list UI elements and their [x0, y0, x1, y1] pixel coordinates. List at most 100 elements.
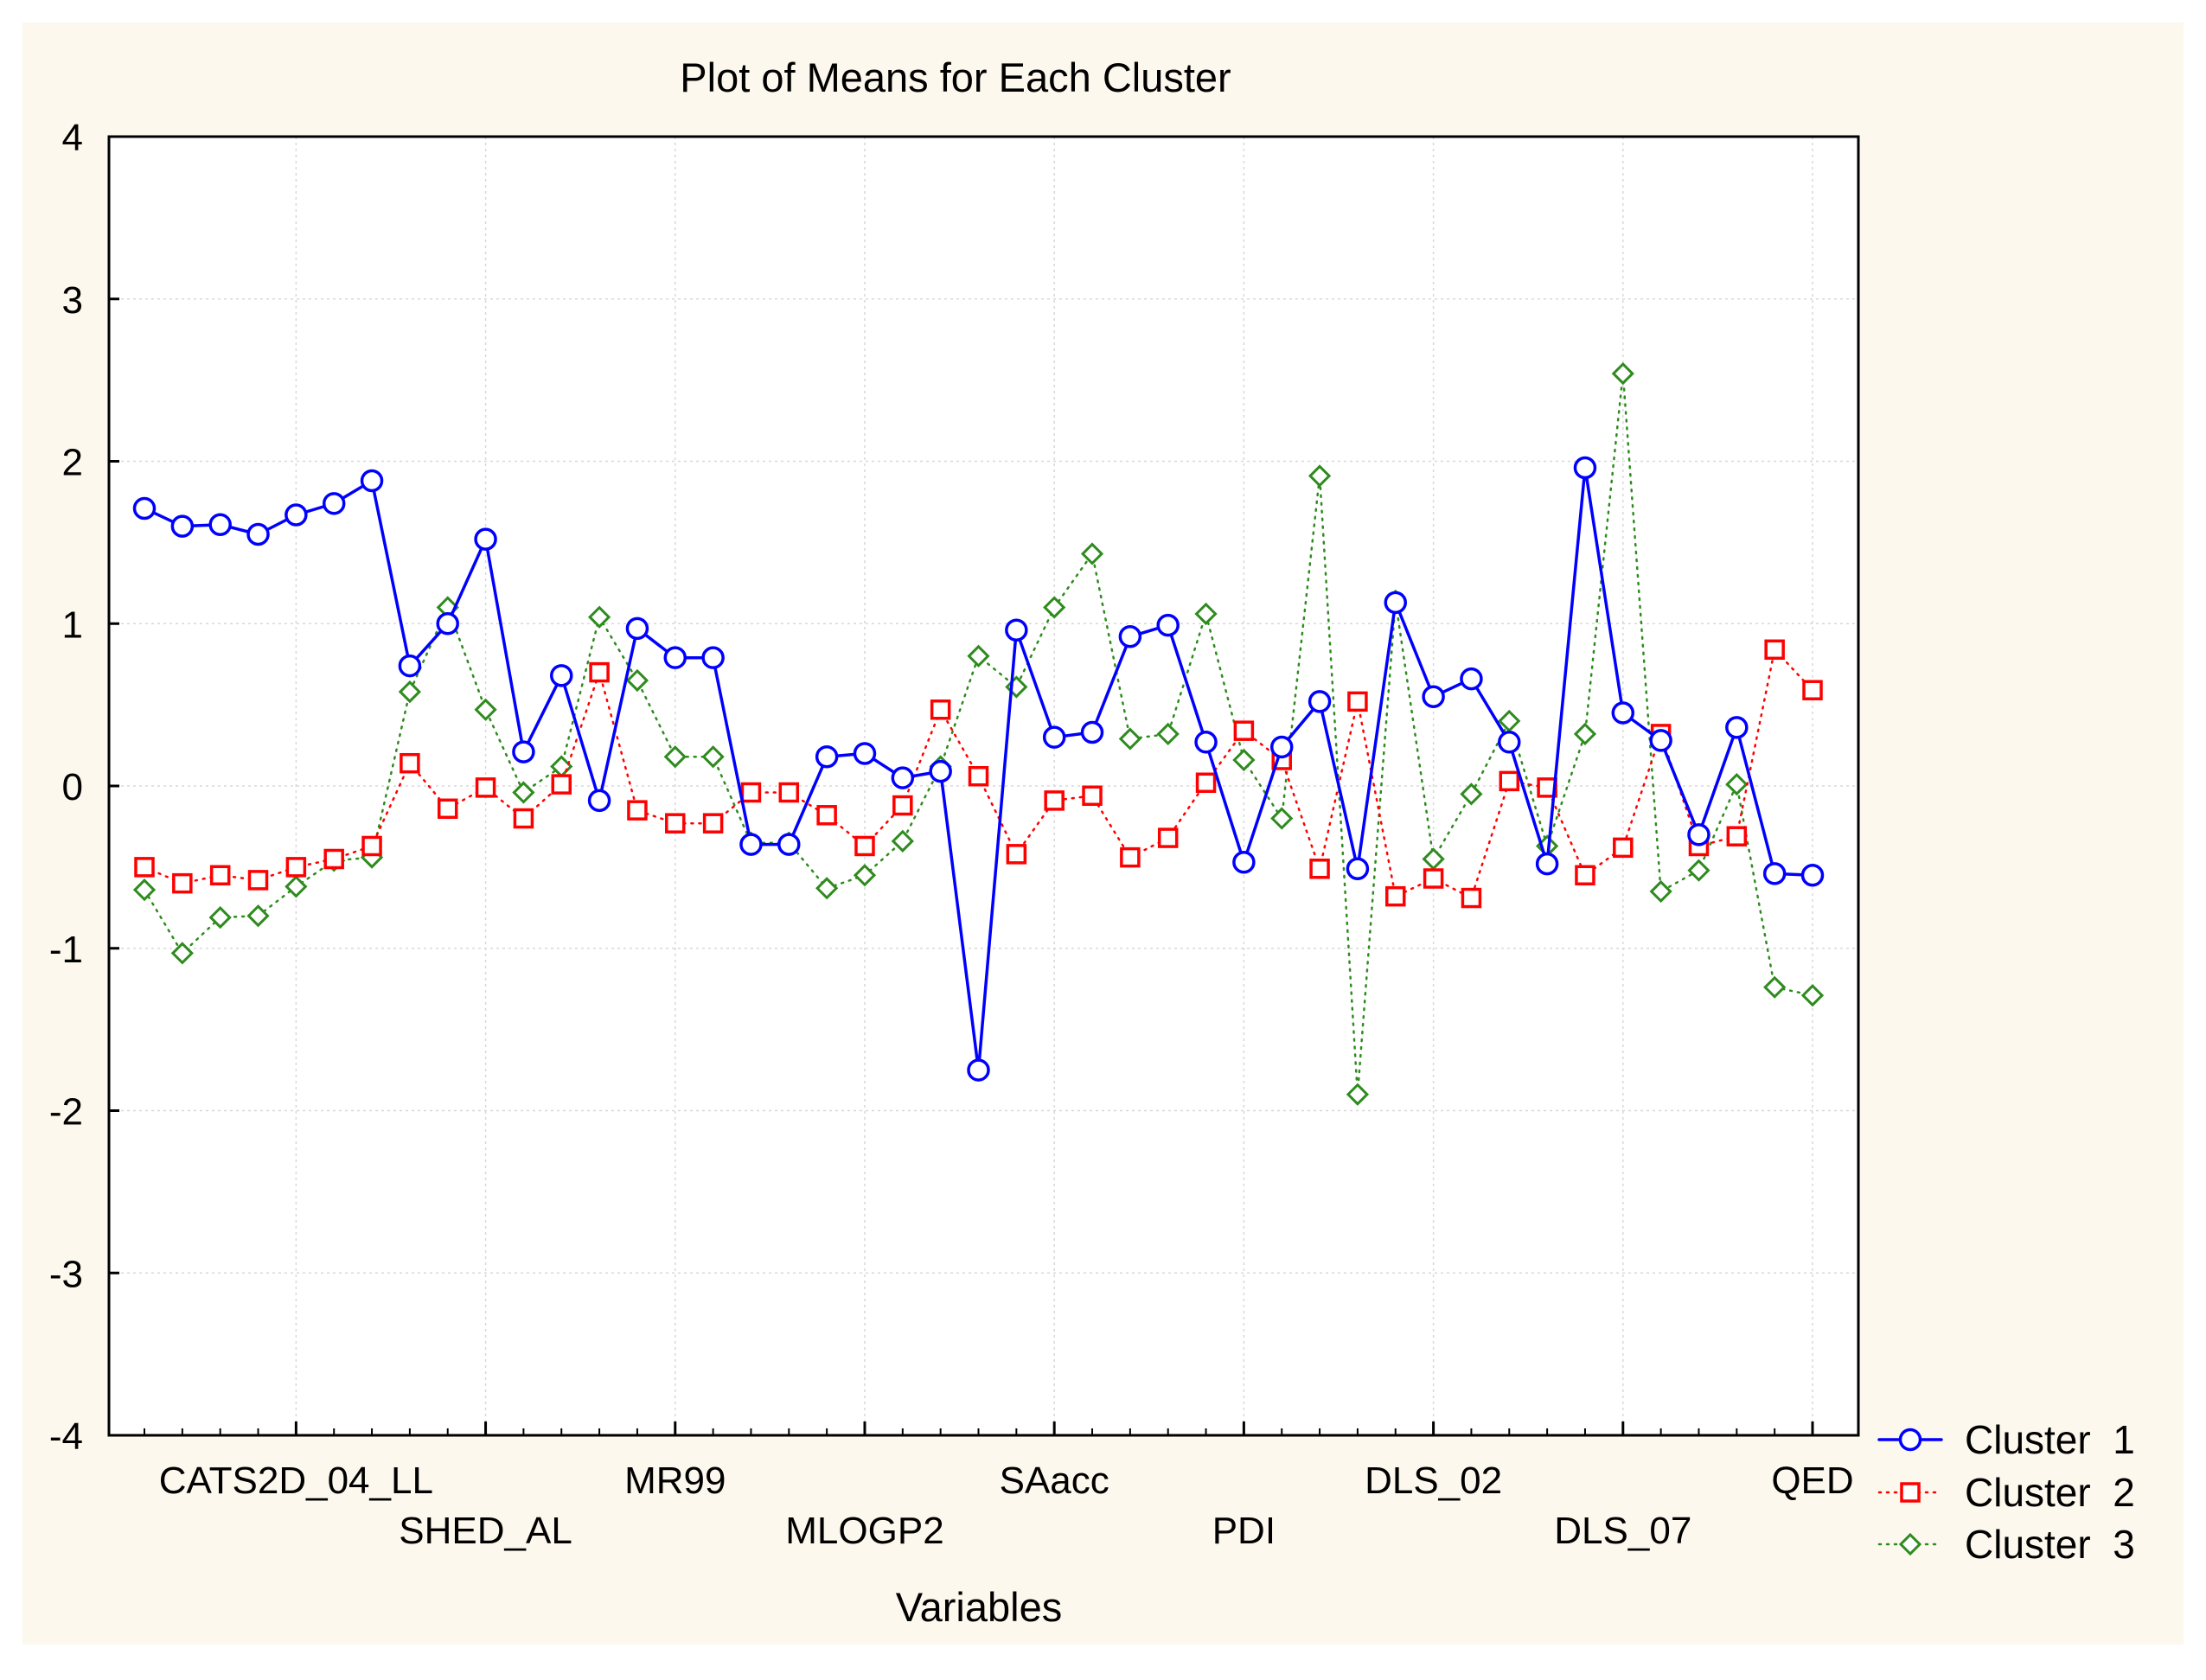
y-tick-label: 1: [62, 604, 83, 646]
data-point-cluster-1: [474, 527, 497, 551]
data-point-cluster-2: [1044, 790, 1065, 811]
data-point-cluster-1: [322, 492, 346, 515]
y-tick-label: 3: [62, 279, 83, 322]
x-tick-label: DLS_02: [1365, 1460, 1502, 1502]
data-point-cluster-1: [1611, 701, 1635, 725]
y-tick-label: -4: [49, 1415, 83, 1458]
data-point-cluster-3: [1460, 783, 1483, 806]
data-point-cluster-1: [625, 616, 649, 641]
data-point-cluster-2: [930, 699, 951, 720]
data-point-cluster-2: [134, 857, 155, 878]
data-point-cluster-3: [663, 745, 687, 769]
data-point-cluster-3: [1080, 542, 1104, 565]
x-axis: CATS2D_04_LL SHED_AL MR99 MLOGP2 SAacc PDI DLS…: [144, 1421, 1854, 1552]
legend-marker: [1898, 1428, 1922, 1452]
data-point-cluster-1: [1422, 685, 1445, 708]
data-point-cluster-1: [587, 789, 611, 813]
data-point-cluster-2: [968, 765, 989, 787]
legend-marker: [1900, 1482, 1921, 1503]
x-tick-label: PDI: [1212, 1510, 1276, 1552]
data-point-cluster-1: [1460, 667, 1483, 691]
data-point-cluster-2: [1499, 770, 1520, 792]
data-point-cluster-1: [1687, 823, 1710, 846]
data-point-cluster-2: [1575, 865, 1595, 886]
chart-title: Plot of Means for Each Cluster: [680, 54, 1231, 100]
x-axis-label: Variables: [896, 1584, 1062, 1630]
data-point-cluster-1: [512, 740, 535, 763]
data-point-cluster-3: [1308, 464, 1332, 488]
data-point-cluster-3: [1611, 361, 1634, 386]
data-point-cluster-1: [967, 1058, 990, 1082]
x-tick-label: DLS_07: [1554, 1510, 1691, 1552]
x-tick-label: MLOGP2: [785, 1510, 943, 1552]
data-point-cluster-1: [1725, 716, 1749, 739]
y-tick-label: 2: [62, 442, 83, 484]
data-point-cluster-1: [1269, 735, 1294, 759]
data-point-cluster-1: [1573, 456, 1597, 480]
data-point-cluster-2: [285, 857, 307, 878]
data-point-cluster-3: [1156, 722, 1180, 746]
data-point-cluster-3: [1687, 859, 1710, 882]
data-point-cluster-3: [967, 644, 990, 668]
x-tick-label: QED: [1771, 1460, 1853, 1502]
legend-label: Cluster 3: [1965, 1522, 2135, 1567]
y-tick-label: -3: [49, 1253, 83, 1295]
data-point-cluster-2: [1385, 885, 1406, 907]
data-point-cluster-2: [1195, 772, 1217, 793]
data-point-cluster-1: [701, 646, 725, 669]
data-point-cluster-2: [247, 870, 269, 891]
legend-marker: [1898, 1532, 1922, 1556]
data-point-cluster-1: [891, 766, 915, 789]
series-layer: [132, 361, 1825, 1106]
data-point-cluster-1: [360, 469, 384, 493]
data-point-cluster-3: [170, 942, 194, 965]
data-point-cluster-3: [587, 605, 611, 629]
data-point-cluster-1: [1649, 729, 1672, 752]
data-point-cluster-2: [589, 661, 610, 683]
data-point-cluster-2: [892, 795, 913, 816]
data-point-cluster-2: [1764, 639, 1785, 661]
data-point-cluster-1: [1498, 731, 1521, 754]
data-point-cluster-1: [1800, 864, 1825, 887]
data-point-cluster-2: [323, 848, 344, 870]
data-point-cluster-1: [285, 503, 308, 527]
data-point-cluster-1: [1042, 725, 1066, 749]
data-point-cluster-2: [551, 774, 572, 795]
data-point-cluster-1: [550, 664, 573, 687]
data-point-cluster-2: [400, 752, 420, 774]
data-point-cluster-1: [246, 522, 270, 546]
legend-label: Cluster 2: [1965, 1470, 2135, 1515]
legend-item-cluster-3: Cluster 3: [1877, 1522, 2135, 1567]
data-point-cluster-3: [1800, 984, 1825, 1007]
data-point-cluster-3: [853, 864, 877, 887]
data-point-cluster-2: [702, 813, 724, 834]
data-point-cluster-2: [1157, 827, 1179, 848]
data-point-cluster-3: [891, 829, 914, 853]
data-point-cluster-3: [1270, 807, 1294, 830]
data-point-cluster-3: [701, 745, 725, 769]
data-point-cluster-3: [512, 781, 535, 804]
data-point-cluster-2: [1802, 680, 1823, 700]
data-point-cluster-3: [285, 875, 308, 898]
series-cluster-1: [132, 456, 1825, 1082]
data-point-cluster-2: [1082, 785, 1103, 807]
data-point-cluster-2: [1006, 844, 1027, 865]
data-point-cluster-1: [1384, 591, 1407, 615]
data-point-cluster-3: [1763, 975, 1787, 999]
data-point-cluster-1: [436, 612, 459, 636]
data-point-cluster-3: [1649, 879, 1672, 904]
data-point-cluster-1: [663, 646, 687, 669]
data-point-cluster-2: [513, 808, 534, 829]
data-point-cluster-3: [1194, 602, 1218, 626]
data-point-cluster-2: [1347, 691, 1368, 712]
data-point-cluster-2: [172, 872, 193, 894]
data-point-cluster-1: [815, 744, 839, 769]
data-point-cluster-1: [739, 833, 763, 856]
data-point-cluster-3: [1573, 722, 1597, 746]
x-tick-label: CATS2D_04_LL: [159, 1460, 433, 1502]
data-point-cluster-3: [1043, 596, 1066, 619]
data-point-cluster-2: [740, 782, 762, 803]
data-point-cluster-3: [1118, 727, 1141, 751]
y-tick-label: -1: [49, 929, 83, 971]
